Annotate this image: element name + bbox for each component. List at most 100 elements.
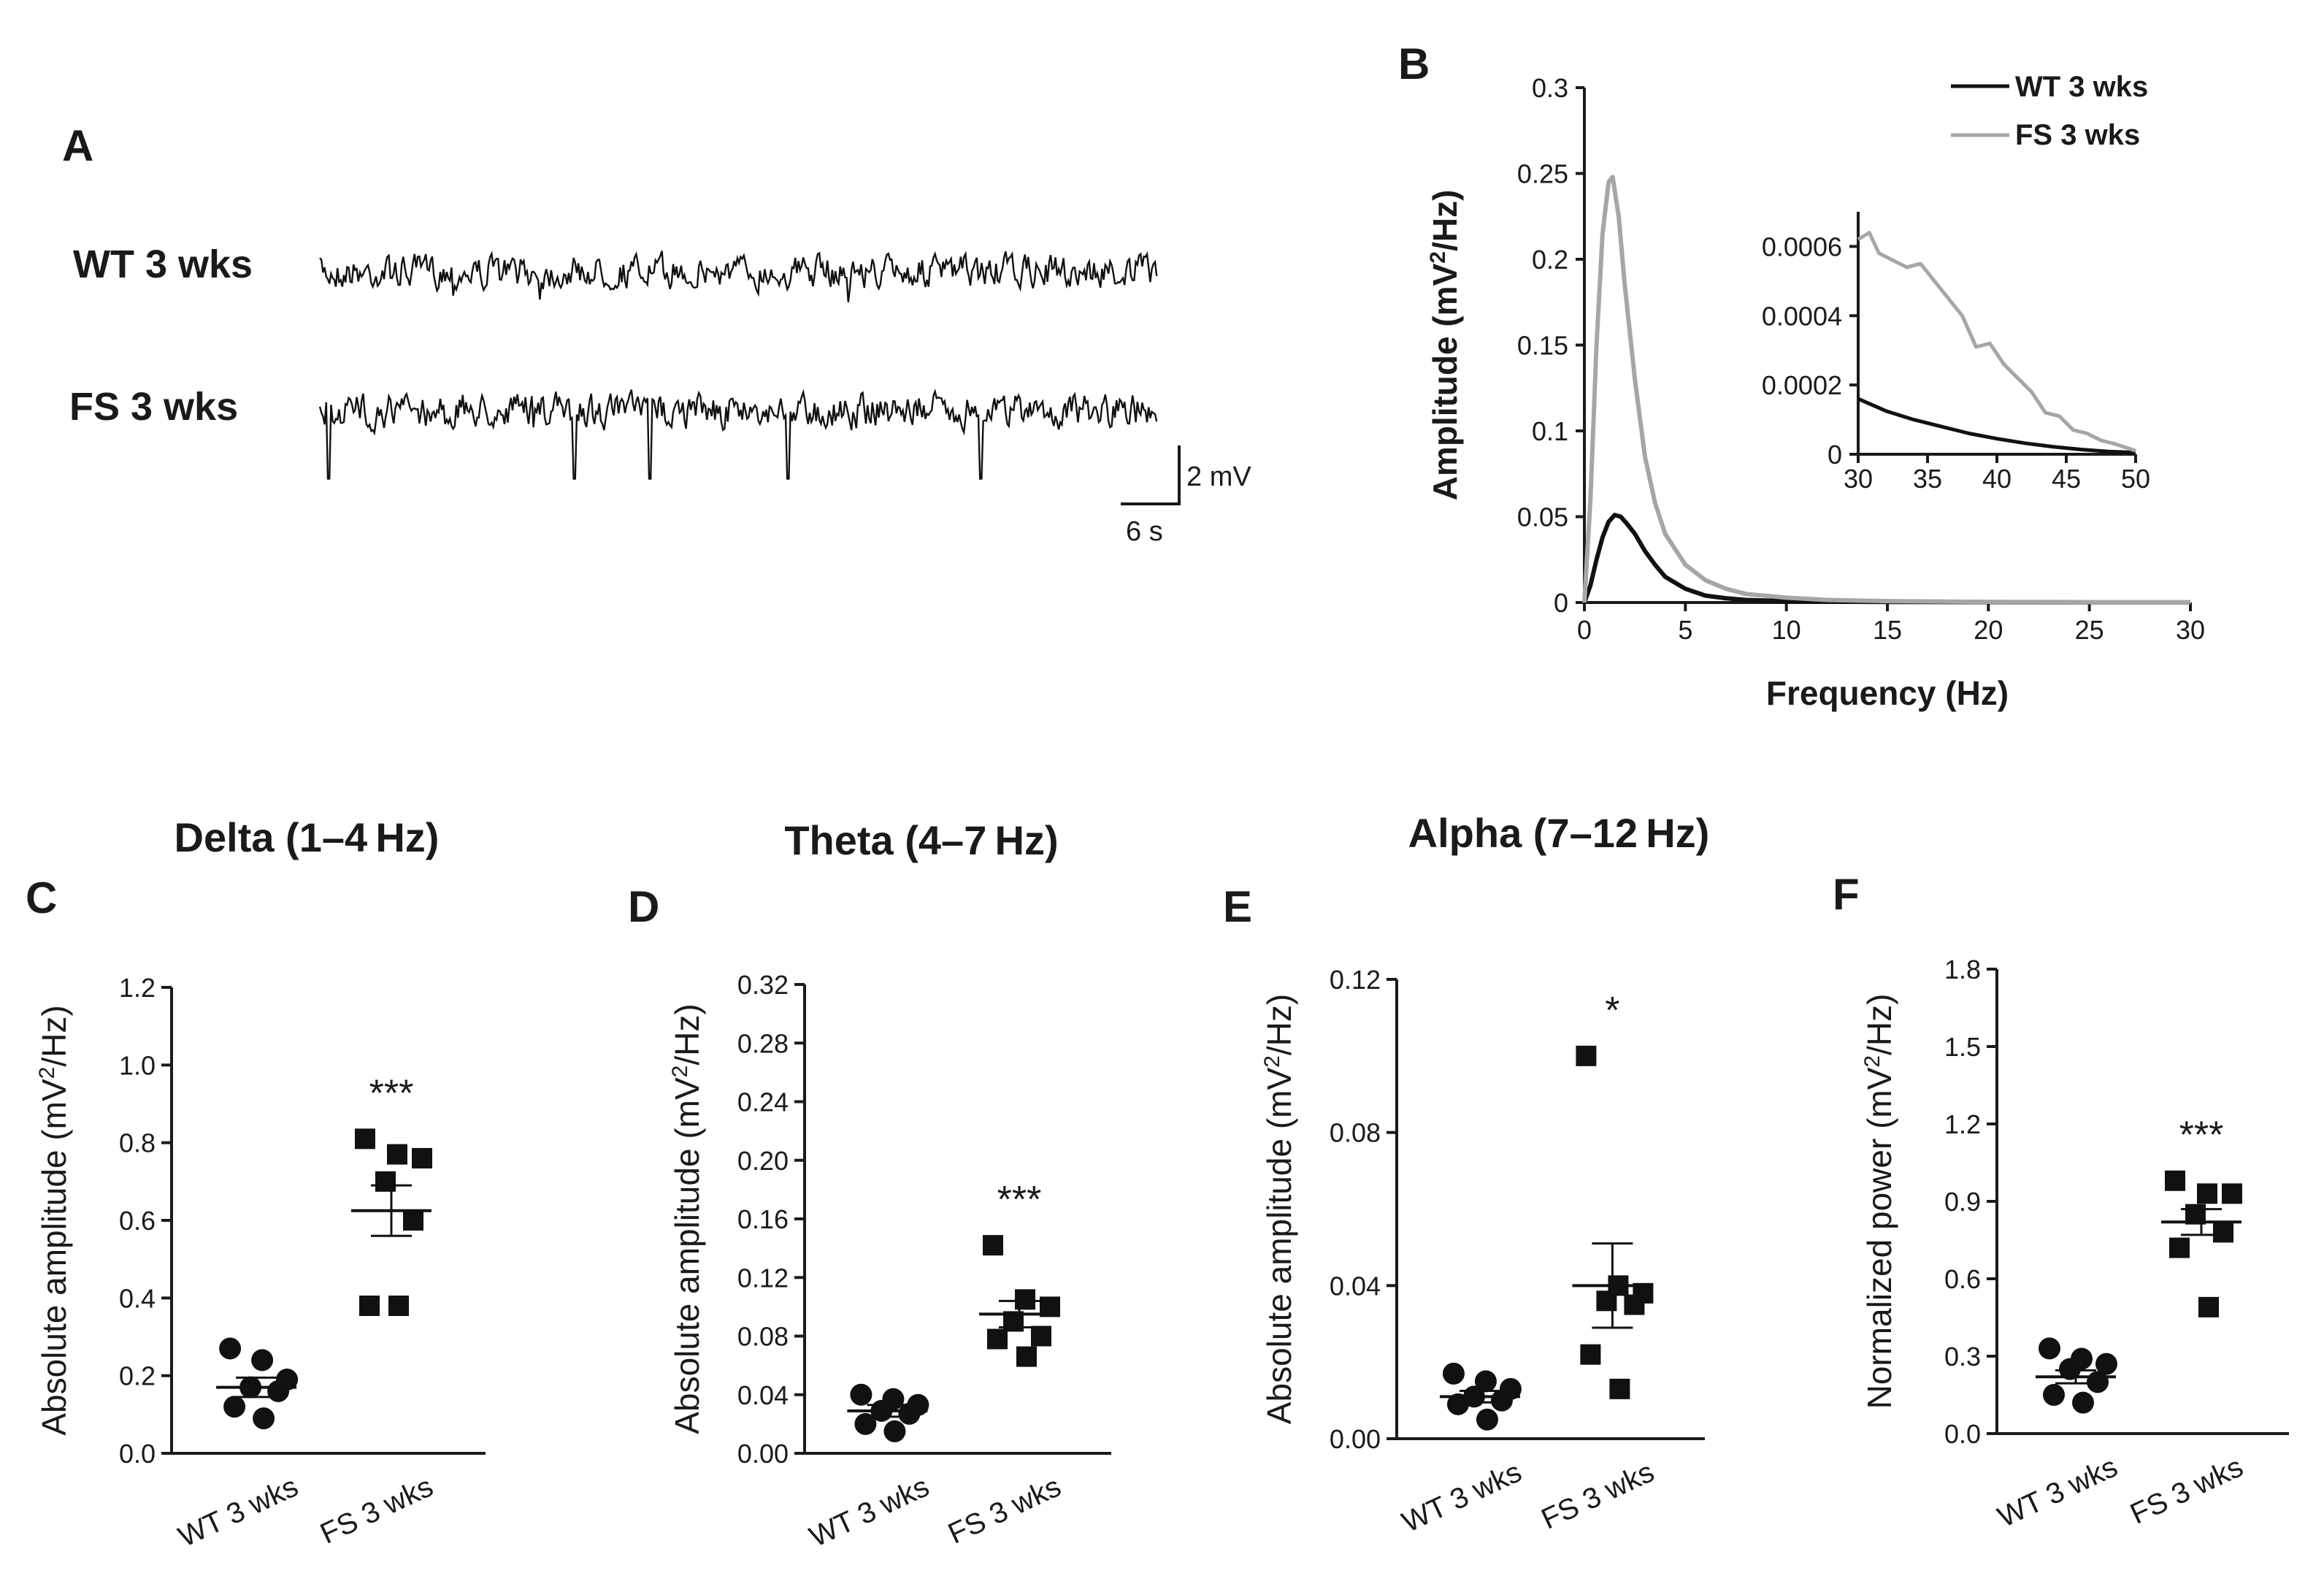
chart-title: Delta (1–4 Hz) <box>175 814 440 860</box>
y-axis-label: Amplitude (mV2/Hz) <box>1426 190 1464 501</box>
x-tick-label: 30 <box>1844 464 1873 494</box>
alpha-chart: 0.00 0.04 0.08 0.12 Absolute amplitude (mV2/… <box>1260 810 1709 1539</box>
x-category-label: FS 3 wks <box>943 1470 1066 1550</box>
y-tick-label: 0.24 <box>737 1087 789 1117</box>
y-tick-label: 1.2 <box>1944 1109 1981 1139</box>
y-tick-label: 0.0 <box>119 1439 156 1469</box>
series-fs-line <box>1857 231 2136 453</box>
y-tick-label: 0.08 <box>737 1322 789 1352</box>
data-point-wt <box>2039 1337 2060 1360</box>
x-category-label: WT 3 wks <box>1993 1450 2122 1534</box>
y-axis-label: Absolute amplitude (mV2/Hz) <box>668 1003 706 1434</box>
data-point-fs <box>1596 1290 1617 1312</box>
panel-label-f: F <box>1833 870 1860 919</box>
data-point-wt <box>253 1407 275 1430</box>
y-tick-label: 0.08 <box>1330 1118 1381 1148</box>
trace-label-fs: FS 3 wks <box>69 385 238 429</box>
data-point-wt <box>854 1412 877 1435</box>
data-point-wt <box>219 1337 242 1360</box>
y-tick-label: 0.0 <box>1944 1419 1981 1449</box>
data-point-fs <box>2165 1170 2185 1191</box>
data-point-wt <box>2043 1384 2065 1406</box>
y-tick-label: 0.1 <box>1532 416 1568 446</box>
data-point-wt <box>1442 1362 1465 1385</box>
y-tick-label: 0.25 <box>1517 159 1568 189</box>
y-axis-label: Absolute amplitude (mV2/Hz) <box>35 1005 73 1435</box>
x-tick-label: 30 <box>2176 615 2205 645</box>
y-tick-label: 0 <box>1554 588 1568 618</box>
y-tick-label: 0.0004 <box>1762 301 1842 331</box>
scale-bar-lines <box>1121 445 1181 505</box>
y-tick-label: 0.0006 <box>1762 232 1842 261</box>
data-point-wt <box>1490 1389 1513 1412</box>
data-point-wt <box>850 1383 873 1406</box>
data-point-wt <box>251 1349 274 1372</box>
data-point-fs <box>2222 1183 2242 1204</box>
scale-bar: 2 mV 6 s <box>1121 445 1251 547</box>
y-axis-label: Normalized power (mV2/Hz) <box>1860 994 1898 1410</box>
data-point-fs <box>2197 1183 2217 1204</box>
y-tick-label: 0.00 <box>737 1439 789 1469</box>
significance-marker: * <box>1605 990 1619 1032</box>
data-point-wt <box>267 1380 290 1402</box>
data-point-wt <box>898 1402 921 1425</box>
spectrum-inset-chart: 0 0.0002 0.0004 0.0006 30 35 40 45 50 <box>1762 212 2150 494</box>
legend-fs-label: FS 3 wks <box>2015 119 2140 151</box>
y-tick-label: 0.12 <box>737 1263 789 1293</box>
y-tick-label: 0.16 <box>737 1204 789 1234</box>
data-point-fs <box>1031 1326 1051 1347</box>
y-tick-label: 0.2 <box>1532 245 1568 275</box>
y-tick-label: 0.20 <box>737 1146 789 1176</box>
data-point-fs <box>355 1128 375 1150</box>
y-axis-label: Absolute amplitude (mV2/Hz) <box>1260 994 1298 1424</box>
data-point-fs <box>987 1328 1008 1350</box>
y-tick-label: 0.3 <box>1532 73 1568 103</box>
y-tick-label: 0.15 <box>1517 331 1568 361</box>
data-point-fs <box>2169 1237 2190 1258</box>
data-point-wt <box>2095 1353 2117 1375</box>
significance-marker: *** <box>369 1072 414 1114</box>
panel-label-d: D <box>628 882 659 931</box>
x-category-label: WT 3 wks <box>805 1470 934 1553</box>
data-point-wt <box>2087 1371 2109 1393</box>
panel-label-c: C <box>26 873 57 922</box>
data-point-fs <box>2198 1296 2219 1317</box>
y-tick-label: 0.3 <box>1944 1342 1981 1372</box>
data-point-fs <box>1580 1344 1601 1365</box>
x-tick-label: 5 <box>1678 615 1692 645</box>
data-point-fs <box>387 1144 407 1165</box>
x-category-label: FS 3 wks <box>1537 1456 1660 1535</box>
y-tick-label: 1.2 <box>119 973 156 1003</box>
x-tick-label: 10 <box>1772 615 1801 645</box>
y-tick-label: 0.12 <box>1330 965 1381 995</box>
y-tick-label: 1.5 <box>1944 1032 1981 1062</box>
data-point-fs <box>983 1235 1003 1256</box>
data-point-fs <box>1016 1346 1037 1367</box>
trace-fs <box>318 389 1158 480</box>
x-tick-label: 25 <box>2075 615 2104 645</box>
scale-bar-time: 6 s <box>1126 516 1163 547</box>
series-fs-line <box>1582 175 2190 605</box>
data-point-fs <box>2213 1222 2233 1243</box>
normalized-power-chart: 0.0 0.3 0.6 0.9 1.2 1.5 1.8 Normalized power (m… <box>1860 955 2289 1534</box>
y-tick-label: 0.4 <box>119 1283 156 1313</box>
significance-marker: *** <box>2179 1114 2224 1157</box>
x-tick-label: 20 <box>1974 615 2003 645</box>
data-point-fs <box>388 1295 409 1316</box>
y-tick-label: 0.32 <box>737 970 789 1000</box>
chart-title: Theta (4–7 Hz) <box>784 817 1058 863</box>
y-tick-label: 1.8 <box>1944 955 1981 984</box>
panel-b: B 0 0.05 0.1 0.15 0.2 0.25 0.3 0 5 10 15 20 25 30 Freq… <box>1398 39 2205 712</box>
y-tick-label: 0.8 <box>119 1128 156 1158</box>
theta-chart: 0.00 0.04 0.08 0.12 0.16 0.20 0.24 0.28 0.32 Abso… <box>668 817 1111 1553</box>
y-tick-label: 0.28 <box>737 1028 789 1058</box>
data-point-fs <box>1576 1045 1597 1066</box>
x-category-label: FS 3 wks <box>2125 1450 2248 1530</box>
delta-chart: 0.0 0.2 0.4 0.6 0.8 1.0 1.2 Absolute amplitude … <box>35 814 486 1553</box>
panel-a: A WT 3 wks FS 3 wks 2 mV 6 s <box>62 121 1251 547</box>
y-tick-label: 1.0 <box>119 1050 156 1080</box>
y-tick-label: 0 <box>1828 440 1842 470</box>
panel-label-e: E <box>1223 882 1252 931</box>
series-wt-line <box>1857 397 2136 455</box>
